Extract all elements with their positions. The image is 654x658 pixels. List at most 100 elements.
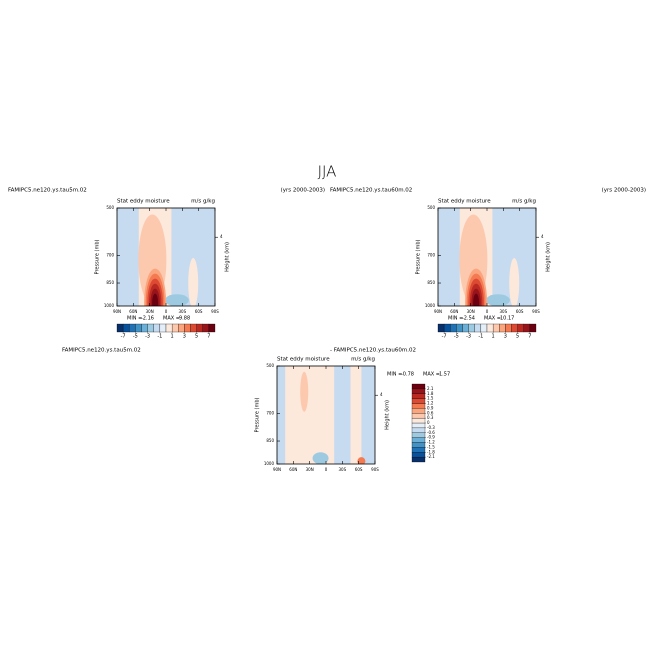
field-patch	[357, 457, 366, 464]
x-tick-label: 90S	[371, 467, 379, 472]
x-tick-label: 0	[486, 309, 489, 314]
colorbar-label: 1.2	[427, 401, 434, 406]
x-tick-label: 90N	[273, 467, 281, 472]
field-patch	[285, 366, 335, 464]
y-axis-title: Pressure (mb)	[416, 240, 422, 275]
field	[277, 366, 375, 464]
y2-tick-label: 4	[380, 392, 383, 397]
min-max: MAX =	[423, 372, 440, 378]
x-tick-label: 90S	[211, 309, 219, 314]
x-tick-label: 60S	[355, 467, 363, 472]
colorbar-label: 2.1	[427, 386, 434, 391]
colorbar-box	[129, 323, 136, 333]
colorbar-box	[411, 393, 426, 399]
colorbar-box	[153, 323, 161, 333]
period-label: (yrs 2000-2003)	[602, 188, 646, 194]
min-max: 9.88	[179, 316, 190, 322]
colorbar-label: -1.5	[427, 444, 435, 449]
field-patch	[188, 258, 199, 306]
colorbar-box	[411, 456, 426, 463]
colorbar-label: 1.8	[427, 391, 434, 396]
colorbar-label: -1	[478, 334, 483, 340]
colorbar-label: 5	[195, 334, 198, 340]
y-tick-label: 500	[106, 205, 114, 210]
case-label: - FAMIPC5.ne120.ys.tau60m.02	[330, 348, 416, 354]
units: m/s g/kg	[512, 199, 536, 205]
y2-axis-title: Height (km)	[385, 400, 391, 430]
colorbar-box	[411, 383, 426, 390]
y-tick-label: 700	[427, 253, 435, 258]
colorbar-label: -7	[442, 334, 447, 340]
colorbar-box	[443, 323, 451, 333]
colorbar-box	[411, 447, 426, 453]
y-tick-label: 1000	[104, 303, 115, 308]
colorbar-box	[196, 323, 203, 333]
case-label: FAMIPC5.ne120.ys.tau5m.02	[8, 188, 87, 194]
colorbar-label: 5	[516, 334, 519, 340]
colorbar-box	[505, 323, 512, 333]
subtitle: Stat eddy moisture	[117, 199, 170, 205]
colorbar-box	[499, 323, 506, 333]
colorbar-box	[456, 323, 463, 333]
colorbar-label: -3	[466, 334, 471, 340]
y-tick-label: 500	[427, 205, 435, 210]
x-tick-label: 0	[325, 467, 328, 472]
y-tick-label: 500	[266, 363, 274, 368]
x-tick-label: 60S	[516, 309, 524, 314]
case-label: FAMIPC5.ne120.ys.tau5m.02	[62, 348, 141, 354]
x-tick-label: 30N	[467, 309, 475, 314]
y-tick-label: 700	[106, 253, 114, 258]
colorbar-box	[411, 452, 426, 458]
x-tick-label: 30S	[500, 309, 508, 314]
colorbar-box	[486, 323, 494, 333]
field	[117, 208, 215, 306]
colorbar-box	[468, 323, 475, 333]
field-patch	[300, 371, 309, 412]
y-tick-label: 850	[106, 280, 114, 285]
colorbar-label: 0.9	[427, 405, 434, 410]
x-tick-label: 30N	[306, 467, 314, 472]
colorbar-box	[411, 403, 426, 409]
colorbar-box	[480, 323, 488, 333]
x-tick-label: 60N	[289, 467, 297, 472]
field-patch	[164, 294, 189, 306]
colorbar-label: 0.6	[427, 410, 434, 415]
x-tick-label: 60N	[129, 309, 137, 314]
colorbar-box	[511, 323, 518, 333]
case-label: FAMIPC5.ne120.ys.tau60m.02	[330, 188, 412, 194]
colorbar-box	[450, 323, 457, 333]
colorbar-box	[411, 427, 426, 433]
colorbar-label: -2.1	[427, 454, 435, 459]
period-label: (yrs 2000-2003)	[281, 188, 325, 194]
min-max: MAX =	[484, 316, 501, 322]
colorbar-label: -3	[145, 334, 150, 340]
colorbar-box	[171, 323, 179, 333]
colorbar-label: -0.9	[427, 435, 435, 440]
min-max: 10.17	[500, 316, 514, 322]
x-tick-label: 30N	[146, 309, 154, 314]
units: m/s g/kg	[191, 199, 215, 205]
colorbar-box	[411, 432, 426, 438]
y-tick-label: 1000	[264, 461, 275, 466]
x-tick-label: 60S	[195, 309, 203, 314]
colorbar-label: -1.8	[427, 449, 435, 454]
figure-title: JJA	[318, 163, 337, 181]
y2-tick-label: 4	[541, 234, 544, 239]
colorbar-label: 7	[528, 334, 531, 340]
colorbar-label: 1	[171, 334, 174, 340]
x-tick-label: 90S	[532, 309, 540, 314]
colorbar-label: 3	[183, 334, 186, 340]
colorbar-box	[529, 323, 537, 333]
field-core	[473, 293, 480, 306]
colorbar-box	[492, 323, 500, 333]
colorbar-label: -1	[157, 334, 162, 340]
colorbar-box	[462, 323, 469, 333]
colorbar-box	[411, 398, 426, 404]
colorbar-label: -0.3	[427, 425, 435, 430]
field-core	[152, 293, 159, 306]
colorbar-label: -5	[133, 334, 138, 340]
colorbar-box	[411, 413, 426, 419]
field-patch	[312, 452, 329, 464]
min-max: MIN =	[127, 316, 142, 322]
colorbar-box	[411, 408, 426, 414]
